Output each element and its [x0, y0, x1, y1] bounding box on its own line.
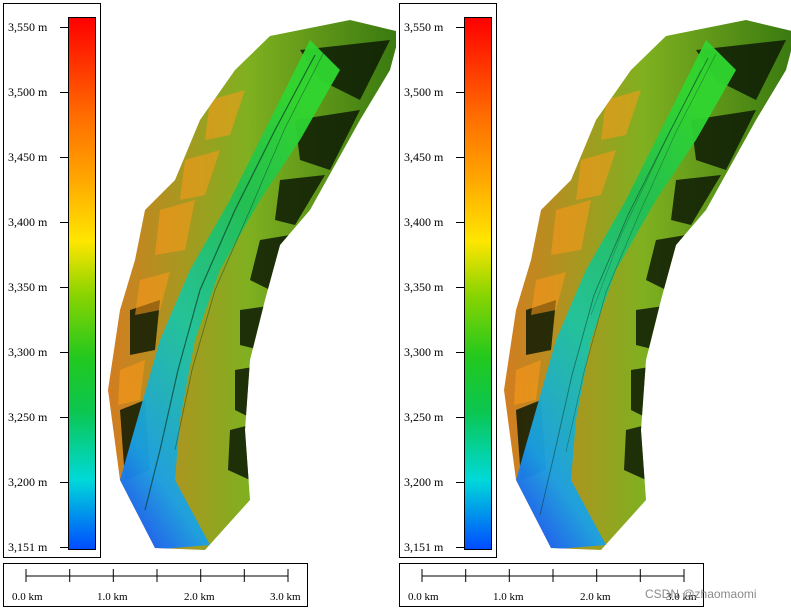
scale-label: 2.0 km: [184, 591, 215, 603]
elevation-color-ramp: [464, 17, 492, 550]
legend-tick-label: 3,300 m: [8, 345, 48, 359]
elevation-legend: 3,550 m 3,500 m 3,450 m 3,400 m 3,350 m …: [3, 3, 101, 558]
legend-tick-mark: [456, 157, 464, 158]
elevation-color-ramp: [68, 17, 96, 550]
legend-tick-label: 3,450 m: [404, 150, 444, 164]
legend-tick-label: 3,350 m: [8, 280, 48, 294]
scale-label: 1.0 km: [97, 591, 128, 603]
legend-tick-label: 3,300 m: [404, 345, 444, 359]
legend-tick-mark: [456, 352, 464, 353]
legend-tick-label: 3,550 m: [404, 20, 444, 34]
legend-tick-mark: [60, 287, 68, 288]
legend-tick-mark: [60, 417, 68, 418]
legend-tick-mark: [60, 352, 68, 353]
legend-tick-mark: [60, 92, 68, 93]
legend-tick-label: 3,200 m: [404, 475, 444, 489]
legend-tick-mark: [60, 157, 68, 158]
legend-tick-label: 3,400 m: [8, 215, 48, 229]
map-panel-right: 3,550 m 3,500 m 3,450 m 3,400 m 3,350 m …: [396, 0, 791, 610]
scale-bar-ruler: [25, 569, 289, 582]
legend-tick-label: 3,400 m: [404, 215, 444, 229]
legend-tick-label: 3,200 m: [8, 475, 48, 489]
legend-tick-label: 3,350 m: [404, 280, 444, 294]
legend-tick-label: 3,151 m: [8, 540, 48, 554]
watermark: CSDN @zhaomaomi: [645, 587, 757, 601]
legend-tick-mark: [456, 417, 464, 418]
elevation-map-left: [108, 20, 396, 550]
scale-bar-ruler: [421, 569, 685, 582]
scale-bar: 0.0 km 1.0 km 2.0 km 3.0 km: [399, 563, 704, 607]
scale-label: 1.0 km: [493, 591, 524, 603]
legend-tick-mark: [60, 547, 68, 548]
legend-tick-label: 3,250 m: [8, 410, 48, 424]
legend-tick-mark: [60, 27, 68, 28]
legend-tick-label: 3,151 m: [404, 540, 444, 554]
legend-tick-mark: [60, 482, 68, 483]
legend-tick-label: 3,500 m: [404, 85, 444, 99]
scale-label: 0.0 km: [12, 591, 43, 603]
legend-tick-mark: [456, 92, 464, 93]
scale-label: 3.0 km: [270, 591, 301, 603]
scale-label: 0.0 km: [408, 591, 439, 603]
legend-tick-mark: [456, 287, 464, 288]
legend-tick-mark: [456, 482, 464, 483]
legend-tick-label: 3,550 m: [8, 20, 48, 34]
legend-tick-label: 3,500 m: [8, 85, 48, 99]
legend-tick-mark: [456, 27, 464, 28]
elevation-map-right: [504, 20, 791, 550]
legend-tick-mark: [60, 222, 68, 223]
scale-label: 2.0 km: [580, 591, 611, 603]
legend-tick-label: 3,250 m: [404, 410, 444, 424]
scale-label: 3.0 km: [666, 591, 697, 603]
elevation-legend: 3,550 m 3,500 m 3,450 m 3,400 m 3,350 m …: [399, 3, 497, 558]
legend-tick-mark: [456, 222, 464, 223]
legend-tick-label: 3,450 m: [8, 150, 48, 164]
map-panel-left: 3,550 m 3,500 m 3,450 m 3,400 m 3,350 m …: [3, 3, 396, 607]
legend-tick-mark: [456, 547, 464, 548]
scale-bar: 0.0 km 1.0 km 2.0 km 3.0 km: [3, 563, 308, 607]
